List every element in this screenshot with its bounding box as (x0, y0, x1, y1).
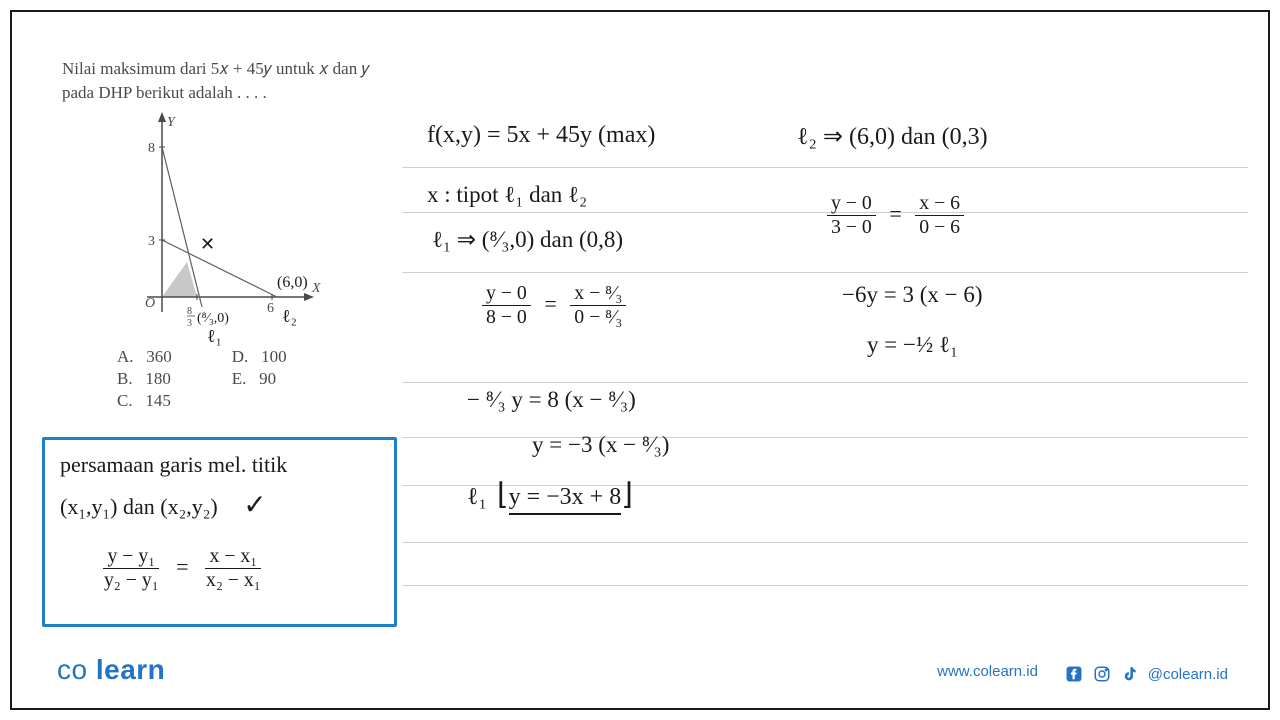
svg-text:ℓ₂: ℓ₂ (282, 306, 297, 326)
option-a: A. 360 (117, 347, 172, 367)
answer-options: A. 360 B. 180 C. 145 D. 100 E. 90 (117, 347, 287, 411)
svg-text:8: 8 (187, 306, 192, 317)
svg-text:(⁸⁄₃,0): (⁸⁄₃,0) (197, 311, 229, 326)
svg-text:Y: Y (167, 115, 177, 130)
tiktok-icon (1120, 664, 1140, 684)
svg-text:6: 6 (267, 301, 274, 316)
work-r2: −6y = 3 (x − 6) (842, 282, 982, 308)
social-handle: @colearn.id (1148, 666, 1228, 683)
work-step6: − ⁸⁄₃ y = 8 (x − ⁸⁄₃) (467, 387, 636, 413)
formula-line2: (x₁,y₁) dan (x₂,y₂) ✓ (60, 488, 267, 522)
option-b: B. 180 (117, 369, 172, 389)
facebook-icon (1064, 664, 1084, 684)
svg-text:✕: ✕ (200, 234, 215, 254)
social-links: @colearn.id (1064, 664, 1228, 684)
work-l2-frac: y − 03 − 0 = x − 60 − 6 (827, 192, 964, 239)
svg-text:8: 8 (148, 141, 155, 156)
instagram-icon (1092, 664, 1112, 684)
svg-text:X: X (311, 281, 321, 296)
formula-equation: y − y₁y₂ − y₁ = x − x₁x₂ − x₁ (100, 545, 265, 592)
svg-text:3: 3 (187, 318, 192, 329)
brand-url: www.colearn.id (937, 663, 1038, 680)
option-e: E. 90 (232, 369, 287, 389)
work-fxy: f(x,y) = 5x + 45y (max) (427, 122, 655, 149)
question-block: Nilai maksimum dari 5𝑥 + 45𝑦 untuk 𝑥 dan… (62, 57, 412, 105)
work-step7: y = −3 (x − ⁸⁄₃) (532, 432, 669, 458)
option-c: C. 145 (117, 391, 172, 411)
work-l1-frac: y − 08 − 0 = x − ⁸⁄₃0 − ⁸⁄₃ (482, 282, 626, 329)
work-tipot: x : tipot ℓ₁ dan ℓ₂ (427, 182, 587, 208)
formula-box: persamaan garis mel. titik (x₁,y₁) dan (… (42, 437, 397, 627)
question-line1: Nilai maksimum dari 5𝑥 + 45𝑦 untuk 𝑥 dan… (62, 57, 412, 81)
work-l1-result: ℓ₁ ⌊y = −3x + 8⌋ (467, 477, 633, 515)
svg-text:3: 3 (148, 234, 155, 249)
work-l1points: ℓ₁ ⇒ (⁸⁄₃,0) dan (0,8) (432, 227, 623, 253)
brand-logo: co learn (57, 654, 165, 686)
work-l2points: ℓ₂ ⇒ (6,0) dan (0,3) (797, 122, 988, 151)
work-r3: y = −½ ℓ₁ (867, 332, 958, 358)
formula-line1: persamaan garis mel. titik (60, 452, 287, 478)
check-icon: ✓ (243, 490, 266, 521)
question-line2: pada DHP berikut adalah . . . . (62, 81, 412, 105)
feasible-region-graph: Y X O 8 3 8 3 6 ✕ (6,0) (⁸⁄₃,0) ℓ₁ ℓ₂ (132, 112, 332, 332)
svg-text:ℓ₁: ℓ₁ (207, 326, 222, 346)
option-d: D. 100 (232, 347, 287, 367)
svg-text:(6,0): (6,0) (277, 274, 308, 291)
svg-text:O: O (145, 296, 155, 311)
